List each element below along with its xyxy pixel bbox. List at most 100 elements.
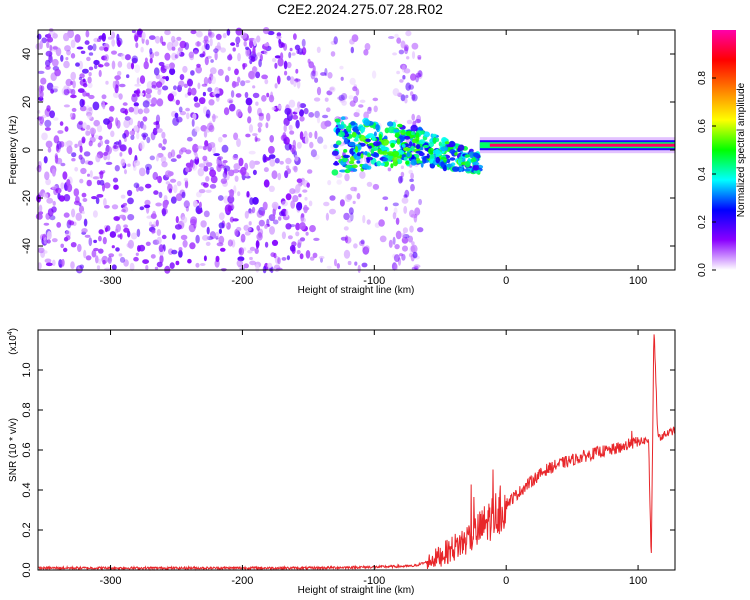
spectrogram-noise-cell xyxy=(181,216,188,224)
spectrogram-noise-cell xyxy=(60,182,65,190)
spectrogram-noise-cell xyxy=(101,32,107,42)
spectrogram-noise-cell xyxy=(213,48,219,53)
spectrogram-noise-cell xyxy=(111,38,116,47)
spectrogram-noise-cell xyxy=(223,107,230,116)
spectrogram-noise-cell xyxy=(204,56,209,66)
spectrogram-noise-cell xyxy=(310,149,317,158)
colorbar-tick-label: 0.8 xyxy=(697,71,708,85)
spectrogram-noise-cell xyxy=(277,75,281,85)
spectrogram-noise-cell xyxy=(143,61,149,70)
spectrogram-noise-cell xyxy=(103,182,111,189)
spectrogram-noise-cell xyxy=(274,62,278,69)
spectrogram-noise-cell xyxy=(237,76,241,83)
spectrogram-transition-cell xyxy=(401,129,405,133)
spectrogram-noise-cell xyxy=(289,47,293,52)
spectrogram-transition-cell xyxy=(415,135,420,142)
spectrogram-noise-cell xyxy=(298,193,302,198)
spectrogram-noise-cell xyxy=(402,245,408,252)
spectrogram-noise-cell xyxy=(70,53,76,59)
spectrogram-noise-cell xyxy=(296,249,301,255)
spectrogram-noise-cell xyxy=(131,57,138,64)
spectrogram-noise-cell xyxy=(192,113,197,120)
spectrogram-noise-cell xyxy=(343,212,350,221)
spectrogram-noise-cell xyxy=(63,141,71,147)
spectrogram-noise-cell xyxy=(292,139,296,149)
spectrogram-transition-cell xyxy=(444,141,450,145)
spectrogram-noise-cell xyxy=(98,235,102,242)
spectrogram-noise-cell xyxy=(187,87,192,96)
spectrogram-noise-cell xyxy=(252,133,258,137)
spectrogram-noise-cell xyxy=(86,56,91,62)
spectrogram-signal-line xyxy=(489,143,675,147)
spectrogram-noise-cell xyxy=(193,49,199,55)
spectrogram-y-label: Frequency (Hz) xyxy=(8,116,19,185)
spectrogram-noise-cell xyxy=(94,134,99,140)
spectrogram-noise-cell xyxy=(393,254,400,263)
spectrogram-noise-cell xyxy=(227,98,234,104)
spectrogram-noise-cell xyxy=(56,222,62,228)
spectrogram-noise-cell xyxy=(266,92,270,98)
spectrogram-noise-cell xyxy=(209,231,216,240)
spectrogram-noise-cell xyxy=(329,208,336,215)
spectrogram-transition-cell xyxy=(361,163,369,169)
spectrogram-noise-cell xyxy=(148,221,153,227)
spectrogram-noise-cell xyxy=(119,152,123,157)
spectrogram-noise-cell xyxy=(105,80,109,85)
spectrogram-noise-cell xyxy=(39,90,44,99)
spectrogram-noise-cell xyxy=(165,75,169,82)
spectrogram-noise-cell xyxy=(214,231,220,238)
spectrogram-noise-cell xyxy=(112,177,119,183)
spectrogram-transition-cell xyxy=(352,126,360,133)
spectrogram-noise-cell xyxy=(107,36,113,40)
spectrogram-noise-cell xyxy=(143,107,150,114)
spectrogram-transition-cell xyxy=(405,160,410,165)
spectrogram-noise-cell xyxy=(326,107,331,112)
spectrogram-noise-cell xyxy=(403,68,411,74)
spectrogram-noise-cell xyxy=(316,86,322,96)
spectrogram-noise-cell xyxy=(115,141,120,145)
spectrogram-noise-cell xyxy=(356,192,361,200)
spectrogram-noise-cell xyxy=(142,124,147,131)
spectrogram-noise-cell xyxy=(238,247,245,256)
spectrogram-noise-cell xyxy=(205,109,211,119)
spectrogram-noise-cell xyxy=(268,154,276,160)
spectrogram-transition-cell xyxy=(471,158,477,162)
spectrogram-noise-cell xyxy=(142,134,147,141)
spectrogram-transition-cell xyxy=(380,162,385,166)
spectrogram-transition-cell xyxy=(401,144,406,148)
spectrogram-noise-cell xyxy=(371,70,377,79)
spectrogram-noise-cell xyxy=(194,102,201,108)
spectrogram-noise-cell xyxy=(255,101,259,106)
spectrogram-noise-cell xyxy=(222,160,228,164)
spectrogram-noise-cell xyxy=(317,136,324,144)
spectrogram-noise-cell xyxy=(246,191,250,198)
spectrogram-noise-cell xyxy=(283,124,287,133)
spectrogram-noise-cell xyxy=(247,209,254,215)
spectrogram-noise-cell xyxy=(190,30,197,35)
spectrogram-noise-cell xyxy=(288,51,292,59)
spectrogram-noise-cell xyxy=(139,75,146,84)
spectrogram-noise-cell xyxy=(149,57,153,64)
spectrogram-noise-cell xyxy=(145,39,150,46)
spectrogram-noise-cell xyxy=(314,130,318,140)
spectrogram-noise-cell xyxy=(135,42,139,49)
spectrogram-noise-cell xyxy=(203,165,209,172)
spectrogram-noise-cell xyxy=(248,150,256,155)
spectrogram-noise-cell xyxy=(302,206,310,211)
spectrogram-noise-cell xyxy=(87,82,93,89)
spectrogram-transition-cell xyxy=(432,137,437,145)
spectrogram-noise-cell xyxy=(339,65,344,70)
spectrogram-noise-cell xyxy=(216,163,222,172)
spectrogram-noise-cell xyxy=(70,39,76,49)
spectrogram-noise-cell xyxy=(117,61,123,68)
spectrogram-noise-cell xyxy=(294,78,301,82)
spectrogram-noise-cell xyxy=(266,218,270,227)
spectrogram-noise-cell xyxy=(418,70,423,78)
spectrogram-noise-cell xyxy=(228,169,235,177)
spectrogram-noise-cell xyxy=(81,210,85,215)
spectrogram-noise-cell xyxy=(302,189,308,193)
spectrogram-noise-cell xyxy=(41,132,48,141)
spectrogram-noise-cell xyxy=(257,127,262,133)
spectrogram-noise-cell xyxy=(346,194,353,200)
